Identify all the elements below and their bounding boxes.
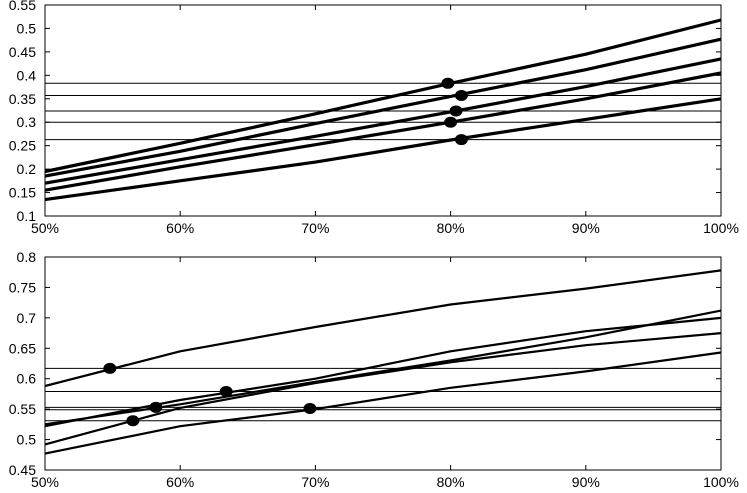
panel-2-xtick-label-2: 60% [166,474,194,488]
panel-1-marker-4 [444,116,458,128]
panel-1-ytick-label-1: 0.1 [17,208,37,224]
panel-1-series-line-1 [44,18,722,174]
panel-1-series-line-3 [44,57,722,185]
panel-1-xtick-label-2: 60% [166,220,194,236]
panel-2-ytick-label-3: 0.55 [9,401,36,417]
panel-1-marker-2 [454,89,468,101]
panel-1-series-line-4 [44,71,722,192]
panel-1-marker-5 [454,134,468,146]
panel-1-ytick-label-10: 0.55 [9,0,36,13]
panel-2-ytick-label-1: 0.45 [9,462,36,478]
panel-1-xtick-label-6: 100% [703,220,739,236]
panel-1-ytick-label-6: 0.35 [9,91,36,107]
panel-2-ytick-label-8: 0.8 [17,249,37,265]
panel-1-ytick-label-8: 0.45 [9,44,36,60]
panel-1-ytick-label-5: 0.3 [17,114,37,130]
panel-1-xtick-label-3: 70% [301,220,329,236]
panel-1-axes-frame [44,4,722,217]
panel-1-ytick-label-4: 0.25 [9,138,36,154]
panel-2-marker-2 [219,385,233,397]
panel-2-marker-3 [149,401,163,413]
panel-2-xtick-label-1: 50% [31,474,59,488]
panel-2-xtick-label-4: 80% [437,474,465,488]
panel-2-marker-5 [303,403,317,415]
panel-2-series-line-4 [44,332,722,446]
panel-2-xtick-label-5: 90% [572,474,600,488]
panel-1-ytick-label-3: 0.2 [17,161,37,177]
panel-2-marker-4 [126,415,140,427]
panel-2-axes-frame [44,256,722,471]
panel-2-xtick-label-3: 70% [301,474,329,488]
panel-2-ytick-label-2: 0.5 [17,432,37,448]
panel-1-ytick-label-7: 0.4 [17,67,37,83]
panel-2-ytick-label-5: 0.65 [9,340,36,356]
panel-1-xtick-label-5: 90% [572,220,600,236]
panel-2-ytick-label-4: 0.6 [17,371,37,387]
panel-1-series-line-5 [44,97,722,202]
panel-1-marker-3 [449,105,463,117]
panel-2-xtick-label-6: 100% [703,474,739,488]
panel-2-marker-1 [103,362,117,374]
panel-2-series-line-5 [44,351,722,455]
panel-1-xtick-label-1: 50% [31,220,59,236]
panel-1-marker-1 [441,77,455,89]
panel-1-ytick-label-2: 0.15 [9,185,36,201]
panel-1-ytick-label-9: 0.5 [17,20,37,36]
panel-2-ytick-label-6: 0.7 [17,310,37,326]
panel-2-ytick-label-7: 0.75 [9,279,36,295]
panel-1-series-line-2 [44,37,722,178]
panel-2-series-line-1 [44,269,722,388]
panel-1-xtick-label-4: 80% [437,220,465,236]
